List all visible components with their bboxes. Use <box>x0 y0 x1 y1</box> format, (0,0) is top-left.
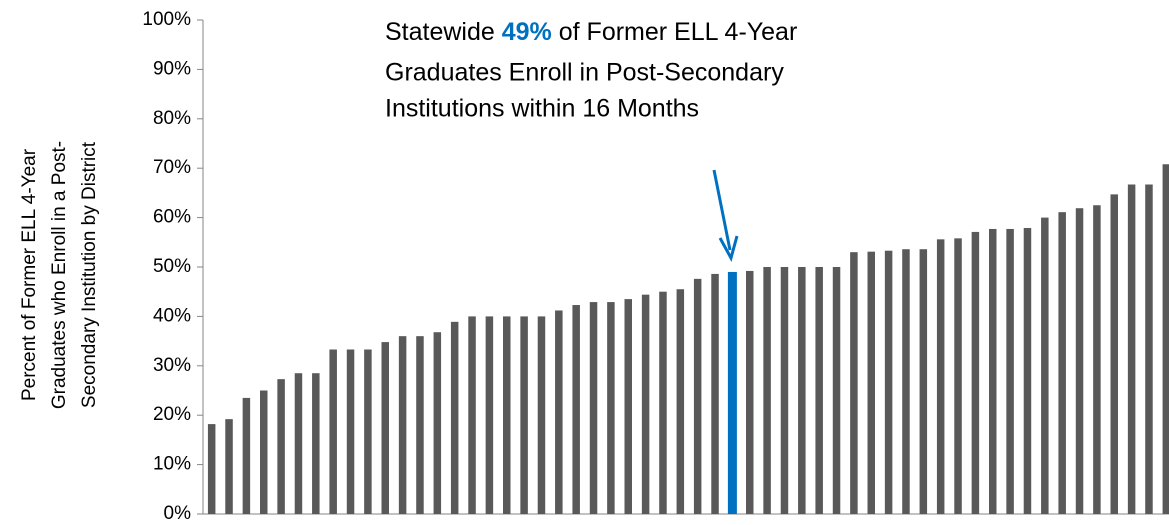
bar <box>746 270 754 514</box>
arrow-shaft <box>712 169 732 251</box>
bar <box>468 316 476 514</box>
bar <box>1006 228 1014 514</box>
bar <box>711 273 719 514</box>
bar <box>867 251 875 514</box>
y-tick-label: 20% <box>153 404 191 425</box>
bar <box>659 291 667 514</box>
bar <box>207 424 216 514</box>
y-axis-title-line: Percent of Former ELL 4-Year <box>19 148 40 401</box>
bar <box>225 419 233 514</box>
y-tick-label: 0% <box>164 503 192 524</box>
arrow-head <box>718 235 739 262</box>
annotation-line: Institutions within 16 Months <box>385 95 699 123</box>
bar <box>989 228 997 514</box>
annotation-text: of Former ELL 4-Year <box>559 18 798 46</box>
bar <box>1110 194 1118 514</box>
y-tick-label: 10% <box>153 454 191 475</box>
bar <box>242 397 251 514</box>
annotation-line: Statewide 49% of Former ELL 4-Year <box>385 18 797 46</box>
bar <box>936 239 945 514</box>
bar <box>954 238 962 514</box>
bar <box>884 250 893 514</box>
bar <box>1058 212 1066 514</box>
bar <box>589 302 598 514</box>
bar <box>641 294 650 514</box>
annotation-line: Graduates Enroll in Post-Secondary <box>385 59 784 87</box>
bar <box>329 349 337 514</box>
annotation-text: Statewide <box>385 18 495 46</box>
bar <box>277 379 285 514</box>
y-tick-label: 30% <box>153 355 191 376</box>
bar <box>727 271 737 514</box>
bar <box>312 373 320 514</box>
bar <box>1145 184 1153 514</box>
bar <box>815 267 823 514</box>
bar <box>260 390 268 514</box>
bar <box>555 310 563 514</box>
bar <box>398 336 407 514</box>
bar <box>902 249 910 514</box>
y-tick-label: 50% <box>153 256 191 277</box>
bar <box>1023 227 1032 514</box>
bar <box>346 349 355 514</box>
bar <box>520 316 528 514</box>
bar <box>381 342 389 514</box>
bar <box>624 299 632 514</box>
bar <box>971 231 980 514</box>
bar <box>832 267 841 514</box>
bar <box>364 349 372 514</box>
bar <box>572 305 580 514</box>
bar <box>450 321 459 514</box>
bar <box>607 302 615 514</box>
bar <box>780 267 789 514</box>
y-tick-label: 40% <box>153 305 191 326</box>
bar <box>294 373 303 514</box>
bar <box>1075 208 1084 515</box>
bar <box>503 316 511 514</box>
bar <box>798 267 806 514</box>
bar <box>416 336 424 514</box>
bar <box>1162 164 1169 515</box>
bar <box>433 332 442 514</box>
y-tick-label: 100% <box>142 9 191 30</box>
y-tick-label: 80% <box>153 108 191 129</box>
bar <box>850 252 858 514</box>
bar <box>919 249 928 514</box>
y-axis-title: Percent of Former ELL 4-Year Graduates w… <box>19 141 100 409</box>
bar <box>676 289 685 514</box>
y-tick-label: 90% <box>153 58 191 79</box>
annotation-highlight: 49% <box>502 18 552 46</box>
bar <box>1093 205 1101 514</box>
y-axis-title-line: Secondary Institution by District <box>79 141 100 408</box>
y-tick-label: 70% <box>153 157 191 178</box>
bar <box>537 316 546 514</box>
bar <box>1127 184 1136 514</box>
bar <box>693 278 702 514</box>
y-tick-label: 60% <box>153 207 191 228</box>
y-axis-title-line: Graduates who Enroll in a Post- <box>49 141 70 409</box>
bar <box>1041 217 1049 514</box>
bar <box>485 316 494 514</box>
bar <box>763 267 771 514</box>
